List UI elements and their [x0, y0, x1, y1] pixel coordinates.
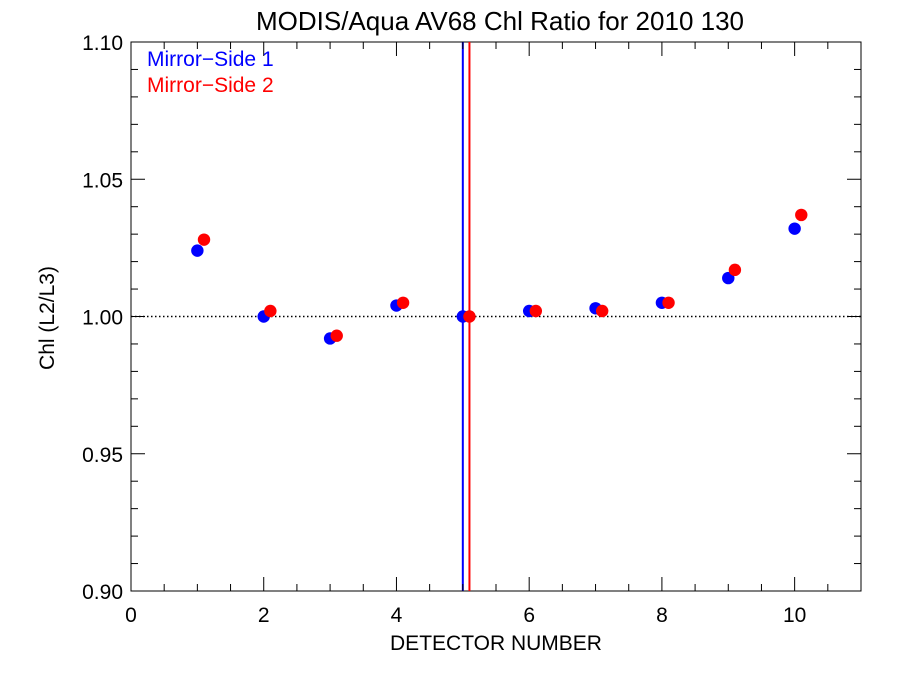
x-tick-label: 8: [656, 604, 668, 627]
data-point-series-2: [595, 304, 609, 318]
chart-title: MODIS/Aqua AV68 Chl Ratio for 2010 130: [256, 6, 744, 36]
x-tick-label: 6: [523, 604, 535, 627]
axis-ticks: 0 2 4 6 8 10 0.90 0.95 1.00 1.05 1.10: [82, 32, 862, 627]
data-point-series-2: [529, 304, 543, 318]
data-point-series-1: [191, 244, 204, 257]
data-points: [191, 208, 808, 345]
data-point-series-2: [662, 296, 675, 309]
legend-entry-series-2: Mirror−Side 2: [147, 74, 274, 97]
x-tick-label: 10: [783, 604, 806, 627]
data-point-series-2: [330, 329, 343, 342]
legend: Mirror−Side 1 Mirror−Side 2: [147, 48, 274, 97]
x-tick-label: 4: [391, 604, 403, 627]
data-point-series-2: [795, 208, 808, 222]
x-tick-label: 2: [258, 604, 270, 627]
data-point-series-2: [197, 233, 211, 246]
x-axis-label: DETECTOR NUMBER: [390, 632, 602, 655]
y-axis-label: Chl (L2/L3): [36, 266, 59, 370]
data-point-series-2: [396, 296, 410, 309]
data-point-series-1: [788, 222, 801, 235]
y-tick-label: 1.00: [82, 307, 123, 330]
y-tick-label: 0.90: [82, 581, 123, 604]
y-tick-label: 1.10: [82, 32, 123, 55]
data-point-series-2: [264, 304, 277, 318]
data-point-series-2: [728, 263, 742, 277]
legend-entry-series-1: Mirror−Side 1: [147, 48, 274, 71]
data-point-series-1: [722, 271, 735, 285]
data-point-series-2: [463, 310, 476, 323]
x-tick-label: 0: [125, 604, 137, 627]
y-tick-label: 0.95: [82, 444, 123, 467]
y-tick-label: 1.05: [82, 169, 123, 192]
